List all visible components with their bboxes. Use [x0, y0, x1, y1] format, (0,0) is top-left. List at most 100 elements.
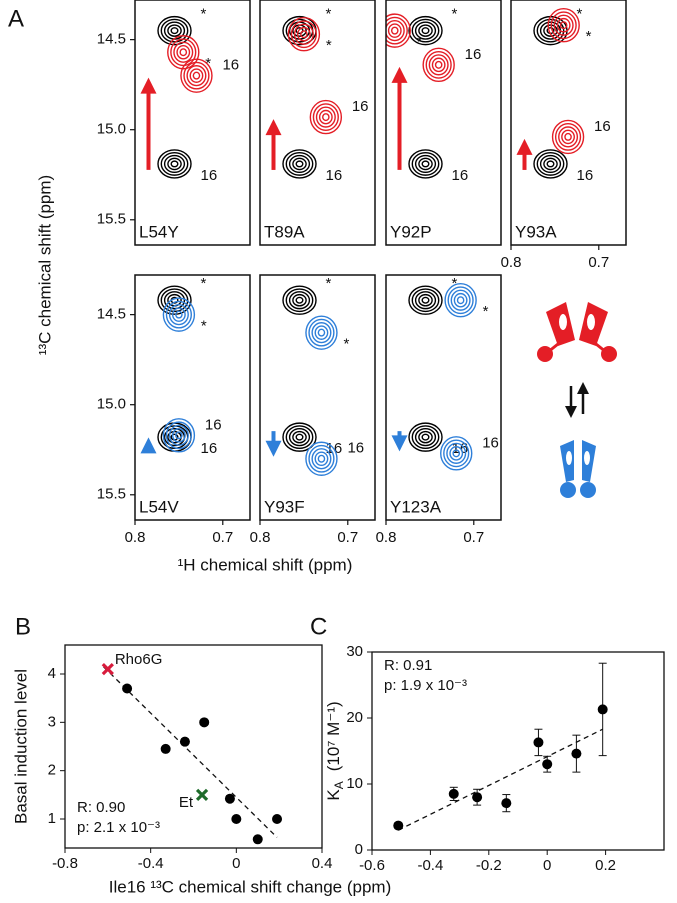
stat-annotation: p: 1.9 x 10⁻³: [384, 677, 467, 694]
contour-ring: [293, 23, 314, 45]
contour-ring: [175, 310, 183, 319]
point: [533, 737, 544, 748]
spectrum-panel: *16*16: [140, 6, 239, 184]
spectrum-panel: *16*16: [386, 6, 481, 184]
contour-ring: [165, 421, 192, 450]
peak-contour: [305, 441, 338, 476]
contour-ring: [543, 24, 558, 37]
contour-ring: [450, 289, 471, 311]
contour-ring: [317, 454, 326, 463]
y-tick-label: 14.5: [97, 31, 126, 48]
contour-ring: [550, 11, 577, 40]
contour-ring: [314, 325, 329, 340]
contour-ring: [422, 47, 455, 83]
peak-contour: [282, 149, 317, 179]
y-axis-label-rest: (10⁷ M⁻¹): [324, 701, 343, 771]
y-tick-label: 0: [355, 841, 363, 858]
y-tick-label: 14.5: [97, 306, 126, 323]
contour-ring: [308, 318, 335, 347]
contour-ring: [285, 152, 314, 176]
contour-ring: [425, 50, 452, 79]
contour-ring: [446, 442, 467, 464]
shift-arrow-head: [265, 119, 282, 136]
peak-contour: [386, 13, 411, 48]
peak-contour: [162, 418, 196, 453]
point: [199, 717, 210, 728]
plot-frame: [371, 651, 665, 851]
contour-ring: [414, 428, 437, 447]
y-tick-label: 15.5: [97, 486, 126, 503]
y-tick-label: 2: [48, 762, 56, 779]
contour-ring: [387, 23, 402, 38]
spectrum-panel: *16*16: [265, 275, 364, 476]
y-tick-label: 30: [346, 643, 363, 660]
x-tick-label: 0: [543, 857, 551, 874]
contour-ring: [533, 15, 568, 46]
contour-ring: [440, 436, 473, 471]
contour-ring: [287, 17, 321, 52]
peak-label: 16: [594, 118, 611, 135]
contour-ring: [157, 15, 192, 46]
contour-ring: [558, 126, 579, 148]
plot-frame: [64, 644, 323, 849]
contour-ring: [173, 41, 194, 63]
y-tick-label: 15.0: [97, 396, 126, 413]
peak-contour: [422, 47, 455, 83]
y-tick-label: 1: [48, 810, 56, 827]
contour-ring: [162, 418, 196, 453]
point: [472, 792, 483, 803]
peak-label: 16: [347, 440, 364, 457]
point-label: Rho6G: [115, 651, 163, 668]
contour-ring: [168, 304, 189, 326]
contour-ring: [305, 315, 338, 350]
x-tick-label: -0.6: [359, 857, 385, 874]
contour-ring: [282, 285, 317, 315]
contour-ring: [322, 113, 330, 122]
contour-ring: [179, 48, 188, 57]
contour-ring: [170, 160, 179, 168]
contour-ring: [414, 21, 437, 40]
contour-ring: [386, 13, 411, 48]
contour-ring: [163, 291, 186, 310]
shift-arrow-head: [391, 66, 408, 83]
peak-contour: [533, 149, 568, 179]
x-axis-label: ¹H chemical shift (ppm): [178, 555, 353, 574]
y-axis-label: ¹³C chemical shift (ppm): [35, 175, 54, 355]
panel-name: T89A: [264, 222, 305, 241]
contour-ring: [300, 30, 308, 39]
contour-ring: [282, 149, 317, 179]
y-tick-label: 4: [48, 665, 56, 682]
contour-ring: [180, 58, 213, 93]
contour-ring: [386, 20, 405, 42]
contour-ring: [305, 441, 338, 476]
trend-line: [103, 666, 278, 838]
contour-ring: [318, 109, 333, 125]
contour-ring: [157, 285, 192, 315]
contour-ring: [175, 431, 183, 440]
point: [179, 736, 190, 747]
point: [252, 834, 263, 845]
peak-label: *: [483, 303, 489, 320]
panel-frame: [134, 0, 251, 246]
contour-ring: [295, 296, 304, 304]
contour-ring: [443, 439, 470, 468]
contour-ring: [453, 292, 468, 308]
contour-ring: [418, 430, 433, 444]
contour-ring: [551, 119, 585, 155]
contour-ring: [160, 18, 189, 43]
y-tick-label: 20: [346, 709, 363, 726]
x-tick-label: 0.7: [588, 254, 609, 271]
contour-ring: [165, 300, 192, 329]
peak-label: *: [201, 318, 207, 335]
x-tick-label: -0.8: [52, 855, 78, 872]
peak-contour: [167, 35, 200, 70]
contour-ring: [292, 157, 307, 171]
contour-ring: [553, 14, 574, 36]
point: [448, 788, 459, 799]
contour-ring: [449, 446, 464, 461]
contour-ring: [167, 157, 182, 171]
contour-ring: [434, 60, 443, 69]
contour-ring: [167, 35, 200, 70]
panel-name: Y92P: [390, 222, 432, 241]
contour-ring: [308, 444, 335, 473]
